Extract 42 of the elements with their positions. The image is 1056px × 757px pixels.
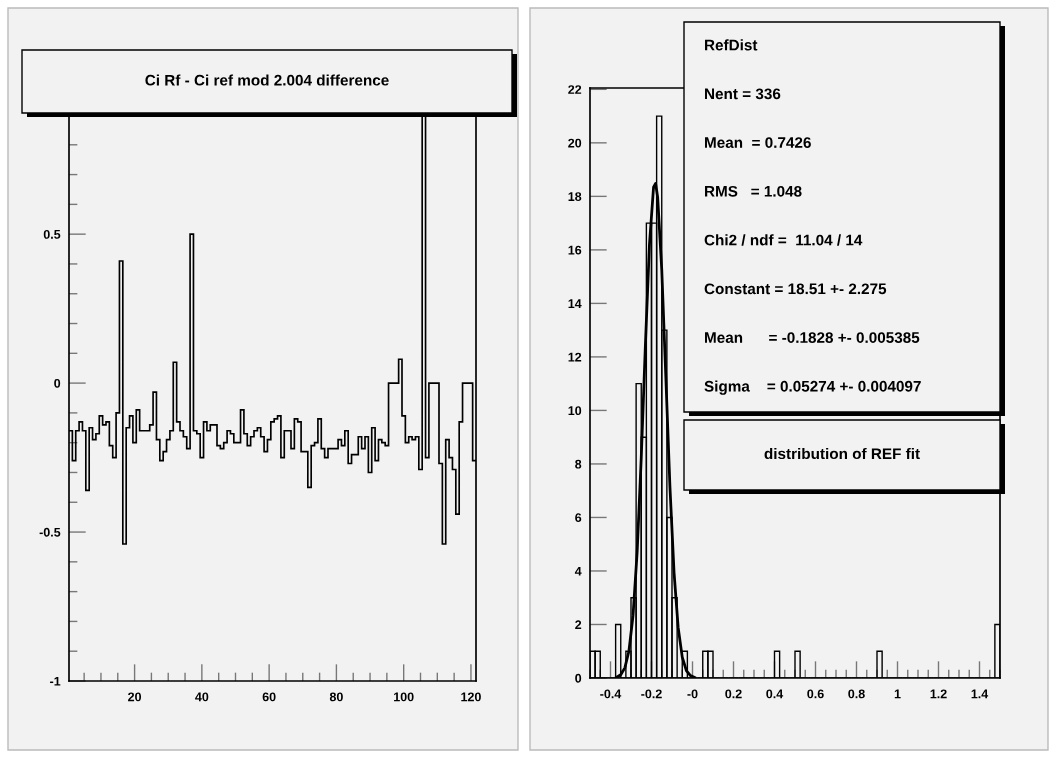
- annotation: Sigma = 0.05274 +- 0.004097: [704, 380, 921, 395]
- annotation: RMS = 1.048: [705, 185, 802, 197]
- x-tick-label: 20: [128, 692, 142, 702]
- x-tick-label: 1.4: [971, 689, 989, 699]
- annotation: Mean = -0.1828 +- 0.005385: [705, 332, 920, 343]
- y-tick-label: 22: [568, 85, 582, 94]
- y-tick-label: 6: [575, 513, 582, 523]
- y-tick-label: 0.5: [43, 229, 61, 239]
- y-tick-label: 18: [568, 192, 582, 202]
- x-tick-label: 0.2: [725, 689, 742, 699]
- annotation: Mean = 0.7426: [705, 137, 811, 148]
- y-tick-label: 16: [568, 245, 582, 255]
- annotation: Nent = 336: [705, 88, 781, 100]
- y-tick-label: 0: [575, 673, 582, 683]
- x-tick-label: 1: [894, 689, 901, 699]
- y-tick-label: 14: [568, 299, 582, 308]
- x-tick-label: 60: [262, 692, 276, 702]
- x-tick-label: 40: [195, 692, 209, 702]
- y-tick-label: 2: [575, 620, 582, 630]
- x-tick-label: 0.6: [807, 689, 824, 699]
- x-tick-label: -0.4: [600, 689, 622, 699]
- x-tick-label: 80: [329, 692, 343, 702]
- y-tick-label: 10: [568, 406, 582, 416]
- y-tick-label: 0: [54, 378, 61, 388]
- x-tick-label: -0.2: [641, 689, 662, 699]
- y-tick-label: 20: [568, 138, 582, 148]
- x-tick-label: 1.2: [930, 689, 947, 699]
- text: distribution of REF fit: [764, 447, 920, 460]
- annotation: Chi2 / ndf = 11.04 / 14: [704, 234, 863, 246]
- x-tick-label: 0.4: [766, 689, 784, 699]
- x-tick-label: -0: [687, 689, 698, 699]
- x-tick-label: 120: [461, 692, 481, 702]
- chart-title: Ci Rf - Ci ref mod 2.004 difference: [145, 74, 389, 86]
- y-tick-label: -1: [50, 676, 61, 686]
- y-tick-label: 8: [575, 459, 582, 469]
- y-tick-label: -0.5: [39, 527, 61, 537]
- text: RefDist: [705, 39, 758, 51]
- x-tick-label: 100: [394, 692, 414, 702]
- annotation: Constant = 18.51 +- 2.275: [704, 283, 887, 295]
- y-tick-label: 4: [574, 566, 582, 576]
- x-tick-label: 0.8: [848, 689, 865, 699]
- y-tick-label: 12: [568, 352, 582, 362]
